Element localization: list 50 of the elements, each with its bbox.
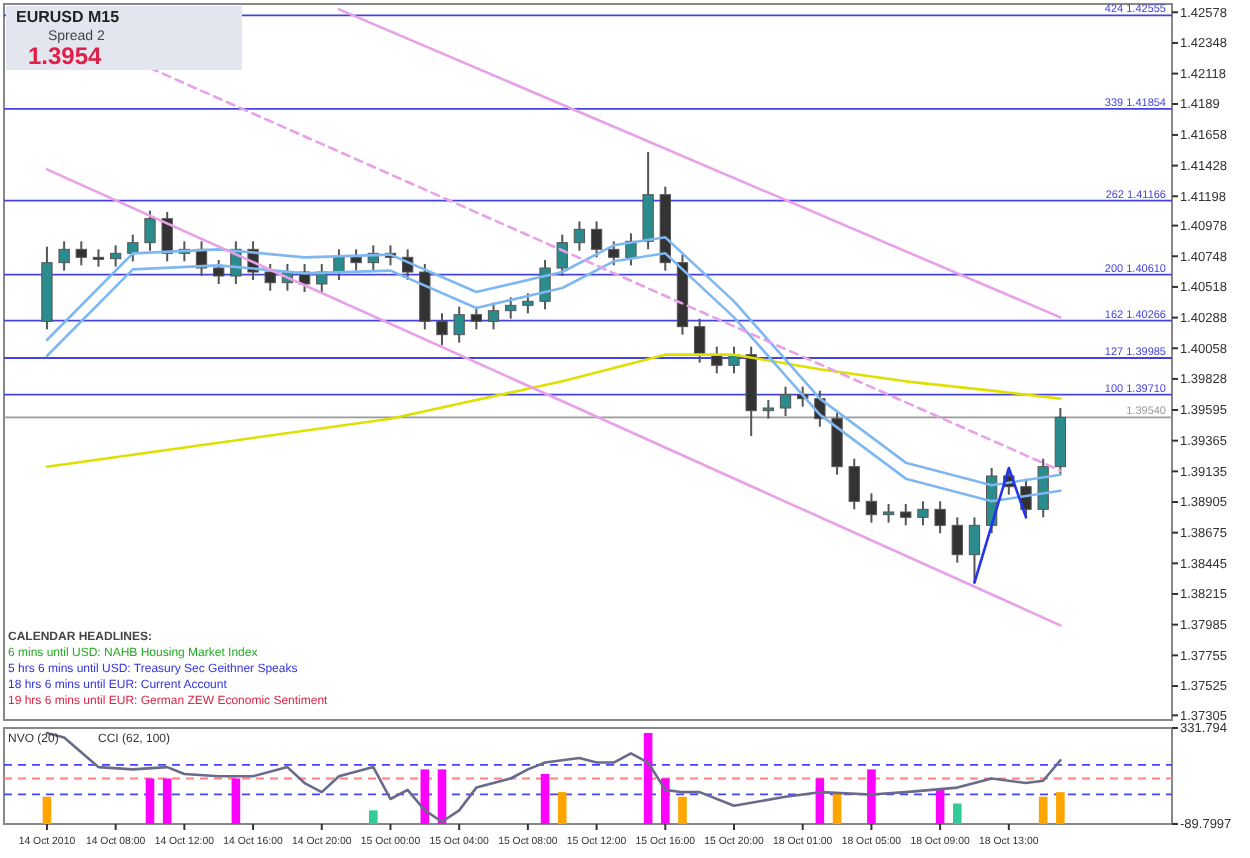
candlestick [264,263,276,292]
candlestick [505,296,517,320]
candlestick [934,500,946,535]
bar [369,810,378,824]
bar [557,792,567,824]
bar [540,773,550,824]
candlestick [865,492,878,524]
candlestick [350,248,362,272]
candlestick [453,305,465,344]
candlestick [590,220,603,259]
candlestick [144,209,156,252]
candlestick [75,240,87,267]
candlestick [900,503,912,527]
candlestick [109,244,122,268]
candlestick [58,240,70,272]
candlestick [213,259,225,285]
candlestick [487,301,500,331]
bar [661,778,670,824]
bar [42,796,52,824]
candlestick [848,457,860,511]
bar [231,778,241,824]
candlestick [642,151,654,251]
candlestick [556,233,568,277]
bar [145,778,155,824]
candlestick [693,317,706,364]
bar [867,769,876,824]
candlestick [711,345,723,375]
bar [1056,792,1065,824]
chart-title: EURUSD M15 [16,8,121,26]
candlestick [127,233,139,263]
bar [935,789,945,824]
bar [678,796,687,824]
line-series [45,353,1062,468]
candlestick [573,220,586,252]
bar [1038,796,1048,824]
candlestick [831,409,843,476]
candlestick [436,312,448,347]
bar [162,778,172,824]
candlestick [470,305,483,331]
candlestick [762,399,775,420]
bar [953,803,962,824]
candlestick [968,516,981,584]
annotation: 1.3954 [28,42,103,70]
candlestick [608,240,620,267]
candlestick [882,503,895,524]
candlestick [333,248,345,281]
candlestick [951,516,963,564]
candlestick [779,385,792,417]
candlestick [917,500,929,527]
candlestick [522,292,534,315]
